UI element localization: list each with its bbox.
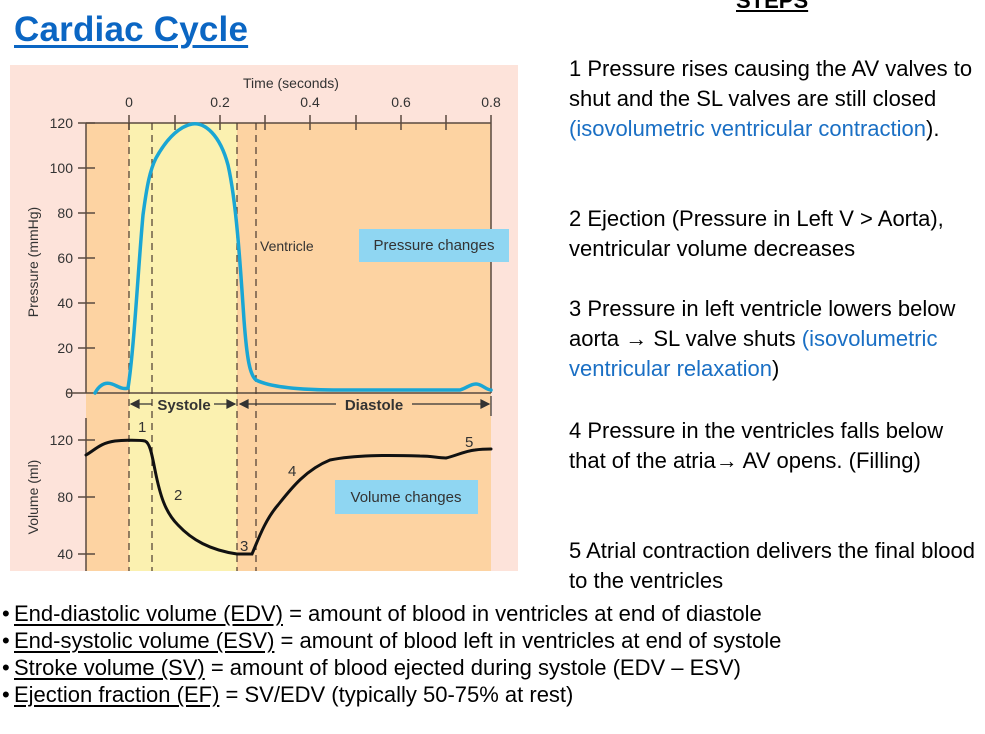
definition-sv: • Stroke volume (SV) = amount of blood ej…: [2, 654, 982, 681]
phase-marker-4: 4: [288, 463, 296, 480]
ventricle-label: Ventricle: [260, 238, 314, 254]
time-tick-0.8: 0.8: [481, 94, 501, 110]
pressure-axis-title: Pressure (mmHg): [25, 207, 41, 317]
pressure-tick-40: 40: [57, 295, 73, 311]
volume-axis-ticks: [78, 439, 95, 555]
step-3-highlight: (isovolumetric ventricular relaxation: [569, 326, 938, 381]
time-tick-0.6: 0.6: [391, 94, 411, 110]
definition-esv: • End-systolic volume (ESV) = amount of b…: [2, 627, 982, 654]
step-1-text: 1 Pressure rises causing the AV valves t…: [569, 56, 973, 111]
page-title: Cardiac Cycle: [14, 10, 249, 49]
phase-arrows: [129, 396, 492, 416]
definition-text: = amount of blood ejected during systole…: [204, 655, 741, 680]
step-5-text: 5 Atrial contraction delivers the final …: [569, 538, 976, 593]
step-1-highlight: (isovolumetric ventricular contraction: [569, 116, 927, 141]
volume-axis-title: Volume (ml): [25, 460, 41, 535]
definition-term: End-systolic volume (ESV): [14, 628, 275, 653]
step-2: 2 Ejection (Pressure in Left V > Aorta),…: [569, 204, 984, 264]
bullet: •: [2, 601, 10, 626]
pressure-tick-60: 60: [57, 250, 73, 266]
phase-marker-3: 3: [240, 538, 248, 555]
pressure-tick-100: 100: [50, 160, 74, 176]
pressure-axis-ticks: [78, 122, 95, 349]
time-tick-0.2: 0.2: [210, 94, 230, 110]
definition-term: End-diastolic volume (EDV): [14, 601, 283, 626]
step-5: 5 Atrial contraction delivers the final …: [569, 536, 984, 596]
definition-ef: • Ejection fraction (EF) = SV/EDV (typica…: [2, 681, 982, 708]
phase-marker-5: 5: [465, 434, 473, 451]
definition-text: = amount of blood in ventricles at end o…: [282, 601, 762, 626]
systole-label: Systole: [157, 397, 210, 414]
volume-changes-box: [335, 480, 478, 514]
time-tick-0.4: 0.4: [300, 94, 320, 110]
step-3-after: ): [771, 356, 780, 381]
step-4-text: 4 Pressure in the ventricles falls below…: [569, 418, 944, 473]
bullet: •: [2, 682, 10, 707]
definition-term: Stroke volume (SV): [14, 655, 205, 680]
volume-tick-80: 80: [57, 489, 73, 505]
phase-dividers: [128, 123, 257, 571]
step-2-text: 2 Ejection (Pressure in Left V > Aorta),…: [569, 206, 944, 261]
definition-text: = SV/EDV (typically 50-75% at rest): [219, 682, 574, 707]
definition-edv: • End-diastolic volume (EDV) = amount of …: [2, 600, 982, 627]
ventricular-pressure-curve: [93, 122, 493, 395]
pressure-changes-label: Pressure changes: [374, 237, 495, 254]
phase-marker-1: 1: [138, 419, 146, 436]
step-3: 3 Pressure in left ventricle lowers belo…: [569, 294, 984, 384]
definition-term: Ejection fraction (EF): [14, 682, 220, 707]
steps-heading: STEPS: [736, 0, 809, 13]
pressure-tick-120: 120: [50, 115, 74, 131]
definition-text: = amount of blood left in ventricles at …: [274, 628, 782, 653]
bullet: •: [2, 655, 10, 680]
volume-changes-label: Volume changes: [351, 489, 462, 506]
ventricular-volume-curve: [84, 438, 493, 556]
phase-marker-2: 2: [174, 487, 182, 504]
volume-tick-40: 40: [57, 546, 73, 562]
time-tick-0: 0: [125, 94, 133, 110]
definitions-list: • End-diastolic volume (EDV) = amount of …: [2, 600, 982, 708]
pressure-changes-box: [359, 229, 509, 262]
time-axis-title: Time (seconds): [243, 75, 339, 91]
step-1: 1 Pressure rises causing the AV valves t…: [569, 54, 984, 144]
step-3-text: 3 Pressure in left ventricle lowers belo…: [569, 296, 956, 351]
diastole-label: Diastole: [345, 397, 403, 414]
bullet: •: [2, 628, 10, 653]
volume-tick-120: 120: [50, 432, 74, 448]
step-4: 4 Pressure in the ventricles falls below…: [569, 416, 984, 476]
step-1-after: ).: [926, 116, 940, 141]
pressure-tick-80: 80: [57, 205, 73, 221]
pressure-tick-20: 20: [57, 340, 73, 356]
